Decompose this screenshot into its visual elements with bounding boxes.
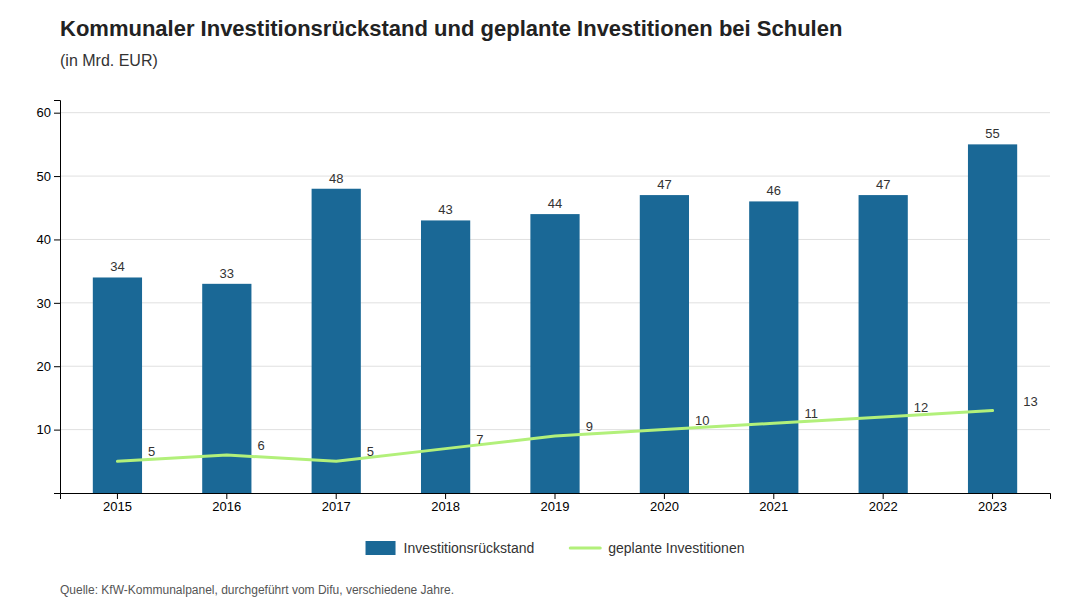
legend-swatch	[570, 547, 600, 550]
bar-label: 47	[876, 177, 890, 192]
bar	[312, 189, 361, 493]
x-axis: 2015 2016 2017 2018 2019 2020 2021 2022 2023	[61, 493, 1051, 514]
bar	[640, 195, 689, 493]
x-tick-label: 2022	[869, 499, 898, 514]
x-tick-mark	[555, 493, 556, 499]
x-tick-label: 2021	[759, 499, 788, 514]
y-tick-mark	[54, 366, 60, 367]
x-tick-mark	[117, 493, 118, 499]
y-tick-label: 40	[37, 232, 51, 247]
x-tick: 2022	[869, 493, 898, 514]
x-tick: 2015	[103, 493, 132, 514]
bar-series	[93, 144, 1017, 493]
x-tick: 2021	[759, 493, 788, 514]
x-tick-mark	[992, 493, 993, 499]
x-tick-mark	[226, 493, 227, 499]
y-tick-label: 60	[37, 105, 51, 120]
source: Quelle: KfW-Kommunalpanel, durchgeführt …	[60, 583, 454, 597]
bar-label: 48	[329, 171, 343, 186]
line	[117, 411, 992, 462]
y-tick-mark	[54, 430, 60, 431]
y-tick-mark	[54, 239, 60, 240]
chart: Kommunaler Investitionsrückstand und gep…	[0, 0, 1080, 608]
plot: 10 20 30 40 50 60 2015 2016 2017 2018 2019 2020 2021…	[37, 101, 1051, 515]
x-tick: 2016	[212, 493, 241, 514]
x-tick-label: 2018	[431, 499, 460, 514]
y-tick: 40	[37, 232, 60, 247]
x-tick-mark	[445, 493, 446, 499]
bar-label: 44	[548, 196, 562, 211]
y-tick: 50	[37, 169, 60, 184]
x-tick-mark	[664, 493, 665, 499]
legend-item: Investitionsrückstand	[366, 540, 535, 556]
bar-label: 43	[438, 202, 452, 217]
x-axis-line	[61, 494, 1051, 500]
line-label: 13	[1023, 394, 1037, 409]
line-label: 5	[367, 444, 374, 459]
x-tick-mark	[883, 493, 884, 499]
x-tick-mark	[773, 493, 774, 499]
x-tick: 2019	[541, 493, 570, 514]
x-tick-label: 2015	[103, 499, 132, 514]
legend-label: Investitionsrückstand	[404, 540, 535, 556]
line-label: 7	[476, 432, 483, 447]
y-tick-label: 50	[37, 169, 51, 184]
x-tick-mark	[336, 493, 337, 499]
legend-item: geplante Investitionen	[570, 540, 744, 556]
line-label: 12	[914, 400, 928, 415]
legend-swatch	[366, 541, 396, 555]
line-label: 10	[695, 413, 709, 428]
grid-line	[60, 176, 1050, 177]
bar	[530, 214, 579, 493]
y-tick-mark	[54, 176, 60, 177]
x-tick-label: 2016	[212, 499, 241, 514]
line-label: 9	[586, 419, 593, 434]
data-labels: 3433484344474647555657910111213	[110, 126, 1037, 459]
y-tick: 20	[37, 359, 60, 374]
grid-line	[60, 112, 1050, 113]
y-tick-label: 30	[37, 295, 51, 310]
line-label: 5	[148, 444, 155, 459]
y-tick-label: 10	[37, 422, 51, 437]
line-label: 11	[804, 406, 818, 421]
y-axis: 10 20 30 40 50 60	[37, 101, 61, 494]
bar-label: 34	[110, 259, 124, 274]
y-axis-line	[54, 101, 61, 494]
x-tick-label: 2017	[322, 499, 351, 514]
y-tick-mark	[54, 303, 60, 304]
bar	[749, 201, 798, 493]
x-tick: 2017	[322, 493, 351, 514]
y-tick: 60	[37, 105, 60, 120]
y-tick-mark	[54, 113, 60, 114]
bar	[859, 195, 908, 493]
y-tick-label: 20	[37, 359, 51, 374]
x-tick-label: 2019	[541, 499, 570, 514]
x-tick-label: 2023	[978, 499, 1007, 514]
bar	[202, 284, 251, 493]
title: Kommunaler Investitionsrückstand und gep…	[60, 16, 842, 41]
x-tick: 2018	[431, 493, 460, 514]
subtitle: (in Mrd. EUR)	[60, 52, 158, 69]
y-tick: 10	[37, 422, 60, 437]
legend: Investitionsrückstand geplante Investitio…	[366, 540, 745, 556]
bar-label: 46	[767, 183, 781, 198]
line-label: 6	[257, 438, 264, 453]
x-tick: 2023	[978, 493, 1007, 514]
marks	[93, 144, 1017, 493]
bar-label: 55	[985, 126, 999, 141]
x-tick: 2020	[650, 493, 679, 514]
bar-label: 47	[657, 177, 671, 192]
y-tick: 30	[37, 295, 60, 310]
bar-label: 33	[220, 266, 234, 281]
bar	[968, 144, 1017, 493]
legend-label: geplante Investitionen	[608, 540, 744, 556]
x-tick-label: 2020	[650, 499, 679, 514]
